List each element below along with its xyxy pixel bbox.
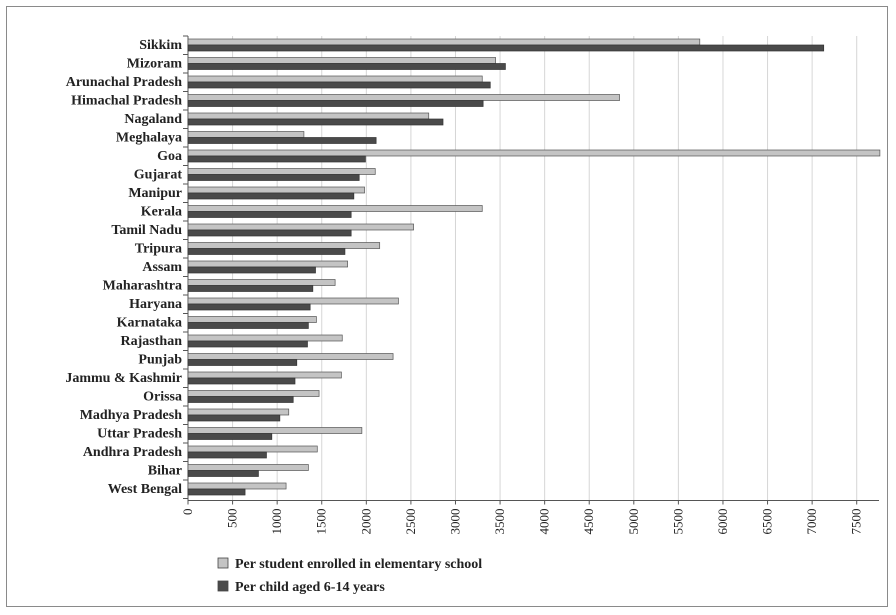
category-label: Uttar Pradesh [97,427,182,442]
bar-child-1 [187,63,506,70]
bar-child-24 [187,488,246,496]
bar-enrolled-1 [187,57,496,64]
bar-child-5 [187,137,377,144]
category-label: Arunachal Pradesh [66,75,183,90]
bar-enrolled-2 [187,75,483,83]
bar-enrolled-6 [187,149,881,157]
bar-enrolled-9 [187,205,483,212]
category-label: Jammu & Kashmir [65,371,182,386]
x-tick-label: 5500 [670,509,685,535]
category-label: Assam [142,260,182,275]
category-label: Himachal Pradesh [71,94,182,109]
bar-child-7 [187,174,360,181]
bar-child-11 [187,248,346,255]
bar-enrolled-21 [187,427,363,434]
bar-child-0 [187,44,825,52]
bar-enrolled-17 [187,353,394,360]
legend-swatch-1 [217,580,229,592]
category-label: Madhya Pradesh [80,408,183,423]
bar-enrolled-24 [187,482,287,490]
bar-child-21 [187,433,273,440]
x-tick-label: 2500 [403,509,418,535]
bar-child-3 [187,100,484,107]
bar-enrolled-16 [187,334,343,342]
bar-child-16 [187,340,308,348]
bar-enrolled-3 [187,94,620,101]
category-label: Meghalaya [116,131,182,146]
bar-enrolled-14 [187,297,399,305]
category-label: Maharashtra [103,279,182,294]
bar-enrolled-23 [187,464,309,471]
bar-child-4 [187,118,444,126]
bar-enrolled-12 [187,260,348,268]
bar-enrolled-0 [187,38,701,46]
category-label: Tripura [135,242,182,257]
category-label: Tamil Nadu [111,223,182,238]
x-tick-label: 4000 [537,509,552,535]
bar-enrolled-20 [187,408,290,416]
category-label: West Bengal [108,482,182,497]
category-label: Gujarat [134,168,183,183]
x-tick-label: 3000 [447,509,462,535]
x-tick-label: 6500 [760,509,775,535]
category-label: Nagaland [124,112,182,127]
bar-child-17 [187,359,298,366]
x-tick-label: 2000 [358,509,373,535]
bar-child-19 [187,396,294,403]
bar-child-8 [187,192,355,200]
category-label: Manipur [128,186,182,201]
bar-enrolled-7 [187,168,376,175]
bar-enrolled-11 [187,242,381,249]
bar-child-22 [187,451,267,459]
x-tick-label: 7000 [804,509,819,535]
category-label: Rajasthan [121,334,183,349]
x-tick-label: 500 [225,509,240,529]
category-label: Orissa [143,390,182,405]
bar-child-10 [187,229,352,237]
x-tick-label: 6000 [715,509,730,535]
bar-child-2 [187,81,491,89]
category-label: Punjab [138,353,182,368]
bar-enrolled-8 [187,186,365,194]
bar-child-9 [187,211,352,218]
legend-label: Per student enrolled in elementary schoo… [235,557,482,572]
bar-child-14 [187,303,311,311]
category-label: Karnataka [117,316,182,331]
bar-enrolled-4 [187,112,430,120]
bar-enrolled-5 [187,131,305,138]
bar-enrolled-10 [187,223,414,231]
bar-child-15 [187,322,309,329]
x-tick-label: 5000 [626,509,641,535]
bar-enrolled-22 [187,445,318,453]
bar-enrolled-13 [187,279,336,286]
x-tick-label: 4500 [581,509,596,535]
category-label: Goa [157,149,182,164]
x-tick-label: 3500 [492,509,507,535]
category-label: Andhra Pradesh [83,445,182,460]
category-label: Mizoram [127,57,183,72]
category-label: Sikkim [139,38,182,53]
legend-swatch-0 [217,557,229,569]
x-tick-label: 0 [180,509,195,516]
bar-child-18 [187,377,296,385]
x-tick-label: 1000 [269,509,284,535]
legend-label: Per child aged 6-14 years [235,580,385,595]
x-tick-label: 7500 [849,509,864,535]
bar-child-23 [187,470,259,477]
bar-child-12 [187,266,316,274]
bar-enrolled-19 [187,390,320,397]
category-label: Kerala [141,205,182,220]
bar-enrolled-15 [187,316,317,323]
bar-child-20 [187,414,281,422]
bar-child-13 [187,285,314,292]
bar-enrolled-18 [187,371,342,379]
category-label: Bihar [148,464,182,479]
bar-child-6 [187,155,366,163]
category-label: Haryana [129,297,182,312]
x-tick-label: 1500 [314,509,329,535]
